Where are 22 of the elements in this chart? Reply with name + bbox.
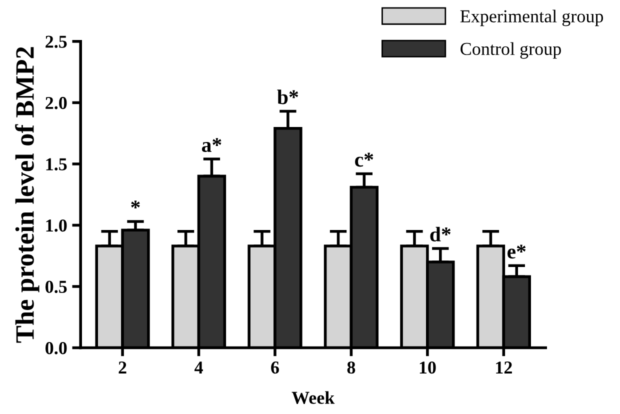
y-axis-title: The protein level of BMP2 <box>15 47 40 343</box>
y-tick-label: 2.5 <box>46 36 67 48</box>
y-tick-label: 2.0 <box>46 96 67 110</box>
annotation: e* <box>508 244 526 259</box>
x-tick-label: 6 <box>271 362 279 374</box>
x-axis-title: Week <box>292 391 335 404</box>
legend-label: Control group <box>460 42 561 59</box>
y-tick-label: 1.5 <box>46 158 67 170</box>
x-tick-label: 2 <box>118 362 126 374</box>
y-tick-label: 0.0 <box>46 342 67 354</box>
annotation: * <box>131 200 140 208</box>
x-tick-label: 8 <box>347 361 356 374</box>
x-tick-label: 4 <box>194 362 203 374</box>
y-tick-label: 1.0 <box>46 219 67 232</box>
x-tick-label: 10 <box>420 361 436 374</box>
y-tick-label: 0.5 <box>46 280 67 294</box>
annotation: d* <box>430 226 451 242</box>
annotation: c* <box>355 152 374 167</box>
legend-label: Experimental group <box>460 10 604 26</box>
x-tick-label: 12 <box>496 362 512 374</box>
annotation: b* <box>277 90 298 104</box>
annotation: a* <box>202 138 222 152</box>
